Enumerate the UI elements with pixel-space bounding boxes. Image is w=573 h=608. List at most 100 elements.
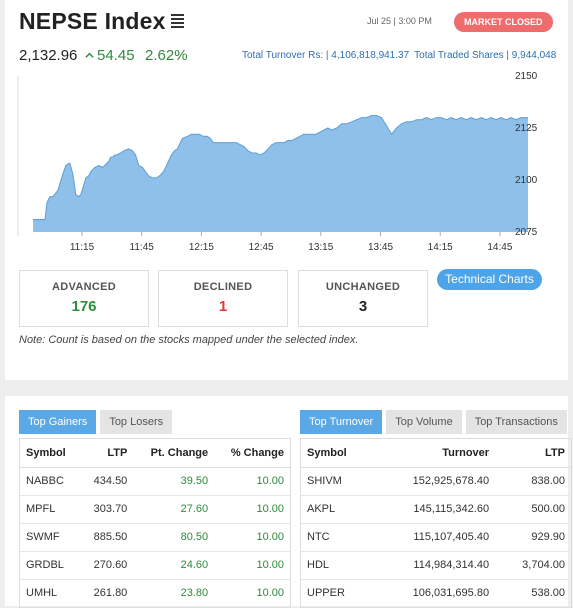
pct-change-cell: 10.00 [214,495,290,524]
tab-top-turnover[interactable]: Top Turnover [300,410,383,434]
symbol-cell[interactable]: HDL [301,551,373,580]
ltp-cell: 838.00 [495,467,571,496]
ltp-cell: 434.50 [80,467,134,496]
declined-label: DECLINED [193,281,253,293]
pt-change-cell: 39.50 [133,467,215,496]
table-row[interactable]: NABBC 434.50 39.50 10.00 [20,467,290,496]
x-tick-label: 13:45 [368,242,393,253]
tab-top-gainers[interactable]: Top Gainers [19,410,97,434]
x-tick-label: 14:15 [428,242,453,253]
col-turnover: Turnover [372,439,496,468]
ltp-cell: 3,704.00 [495,551,571,580]
symbol-cell[interactable]: NTC [301,523,373,552]
turnover-table-wrap: Symbol Turnover LTP SHIVM 152,925,678.40 8… [300,438,572,608]
table-row[interactable]: NTC 115,107,405.40 929.90 [301,523,571,552]
advanced-count: 176 [71,298,97,315]
tab-top-volume[interactable]: Top Volume [386,410,462,434]
table-row[interactable]: AKPL 145,115,342.60 500.00 [301,495,571,524]
symbol-cell[interactable]: UPPER [301,579,373,607]
tab-top-transactions[interactable]: Top Transactions [465,410,567,434]
pt-change-cell: 80.50 [133,523,215,552]
unchanged-count: 3 [358,298,368,315]
y-tick-label: 2150 [515,71,538,82]
x-tick-label: 11:15 [70,242,95,253]
index-change-value: 54.45 [97,47,135,64]
stat-unchanged: UNCHANGED 3 [298,270,428,327]
col-symbol: Symbol [301,439,373,468]
ltp-cell: 885.50 [80,523,134,552]
index-change: 54.45 [85,47,135,64]
table-row[interactable]: MPFL 303.70 27.60 10.00 [20,495,290,524]
total-turnover: Total Turnover Rs: | 4,106,818,941.37 [242,50,410,61]
ltp-cell: 261.80 [80,579,134,607]
x-tick-label: 11:45 [130,242,155,253]
table-row[interactable]: GRDBL 270.60 24.60 10.00 [20,551,290,580]
turnover-cell: 115,107,405.40 [372,523,496,552]
ltp-cell: 500.00 [495,495,571,524]
index-change-pct: 2.62% [145,47,188,64]
total-traded-shares: Total Traded Shares | 9,944,048 [414,50,557,61]
ltp-cell: 538.00 [495,579,571,607]
x-tick-label: 12:15 [189,242,214,253]
technical-charts-button[interactable]: Technical Charts [437,269,542,290]
turnover-cell: 145,115,342.60 [372,495,496,524]
stat-declined: DECLINED 1 [158,270,288,327]
table-row[interactable]: UPPER 106,031,695.80 538.00 [301,579,571,607]
turnover-cell: 114,984,314.40 [372,551,496,580]
y-tick-label: 2125 [515,123,538,134]
col-ltp: LTP [80,439,134,468]
symbol-cell[interactable]: MPFL [20,495,81,524]
gainers-table-wrap: Symbol LTP Pt. Change % Change NABBC 434.… [19,438,291,608]
tab-top-losers[interactable]: Top Losers [100,410,173,434]
movers-card: Top Gainers Top Losers Top Turnover Top … [5,396,572,608]
symbol-cell[interactable]: AKPL [301,495,373,524]
symbol-cell[interactable]: SWMF [20,523,81,552]
turnover-tabs: Top Turnover Top Volume Top Transactions [300,410,567,434]
col-pct-change: % Change [214,439,290,468]
symbol-cell[interactable]: GRDBL [20,551,81,580]
turnover-table: Symbol Turnover LTP SHIVM 152,925,678.40 8… [301,439,571,607]
pct-change-cell: 10.00 [214,523,290,552]
y-tick-label: 2100 [515,175,538,186]
market-status-badge: MARKET CLOSED [454,12,553,32]
col-pt-change: Pt. Change [133,439,215,468]
ltp-cell: 929.90 [495,523,571,552]
advanced-label: ADVANCED [52,281,116,293]
arrow-up-icon [85,52,94,58]
count-note: Note: Count is based on the stocks mappe… [19,334,359,346]
pct-change-cell: 10.00 [214,551,290,580]
market-summary: Total Turnover Rs: | 4,106,818,941.37 Tot… [242,50,556,61]
table-header-row: Symbol LTP Pt. Change % Change [20,439,290,468]
table-header-row: Symbol Turnover LTP [301,439,571,468]
symbol-cell[interactable]: SHIVM [301,467,373,496]
menu-icon[interactable] [171,14,184,28]
stat-advanced: ADVANCED 176 [19,270,149,327]
index-area-chart: 2150 2125 2100 2075 11:15 11:45 12:15 12:45 13:1… [17,71,538,253]
index-line-series [33,115,528,220]
market-datetime: Jul 25 | 3:00 PM [367,16,432,26]
page-title: NEPSE Index [19,8,166,34]
x-tick-label: 14:45 [487,242,512,253]
index-card: NEPSE Index Jul 25 | 3:00 PM MARKET CLOS… [5,0,568,380]
table-row[interactable]: UMHL 261.80 23.80 10.00 [20,579,290,607]
index-value: 2,132.96 [19,47,78,64]
gainers-losers-tabs: Top Gainers Top Losers [19,410,173,434]
ltp-cell: 270.60 [80,551,134,580]
turnover-cell: 106,031,695.80 [372,579,496,607]
col-ltp: LTP [495,439,571,468]
unchanged-label: UNCHANGED [325,281,401,293]
pct-change-cell: 10.00 [214,579,290,607]
y-tick-label: 2075 [515,227,538,238]
declined-count: 1 [218,298,228,315]
turnover-cell: 152,925,678.40 [372,467,496,496]
pt-change-cell: 24.60 [133,551,215,580]
table-row[interactable]: SWMF 885.50 80.50 10.00 [20,523,290,552]
pt-change-cell: 23.80 [133,579,215,607]
table-row[interactable]: HDL 114,984,314.40 3,704.00 [301,551,571,580]
table-row[interactable]: SHIVM 152,925,678.40 838.00 [301,467,571,496]
symbol-cell[interactable]: NABBC [20,467,81,496]
pct-change-cell: 10.00 [214,467,290,496]
col-symbol: Symbol [20,439,81,468]
ltp-cell: 303.70 [80,495,134,524]
symbol-cell[interactable]: UMHL [20,579,81,607]
